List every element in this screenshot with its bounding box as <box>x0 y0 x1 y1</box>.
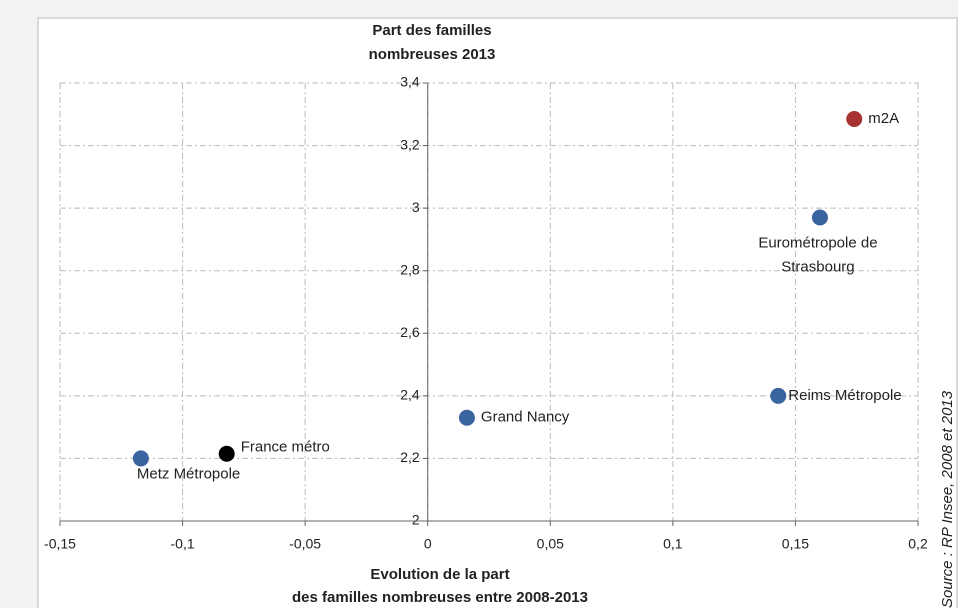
source-note: Source : RP Insee, 2008 et 2013 <box>939 390 956 608</box>
y-axis-title: nombreuses 2013 <box>369 46 496 63</box>
y-tick-label: 2,2 <box>400 449 420 465</box>
y-tick-label: 2 <box>412 512 420 528</box>
point <box>458 409 475 426</box>
y-axis-title: Part des familles <box>372 22 491 39</box>
point <box>770 387 787 404</box>
y-tick-label: 2,8 <box>400 261 420 277</box>
point-label: Reims Métropole <box>788 387 901 404</box>
point <box>132 450 149 467</box>
y-tick-label: 2,4 <box>400 387 420 403</box>
x-tick-label: -0,05 <box>289 536 321 552</box>
x-tick-label: 0,15 <box>782 536 809 552</box>
x-tick-label: -0,1 <box>171 536 195 552</box>
point <box>846 110 863 127</box>
point-label: France métro <box>241 439 330 456</box>
point-label: Metz Métropole <box>137 465 240 482</box>
x-tick-label: 0,05 <box>537 536 564 552</box>
point <box>811 209 828 226</box>
point-label: Strasbourg <box>781 258 854 275</box>
point-label: Eurométropole de <box>758 234 877 251</box>
x-axis-title: Evolution de la part <box>370 566 509 583</box>
x-tick-label: 0 <box>424 536 432 552</box>
x-tick-label: -0,15 <box>44 536 76 552</box>
x-tick-label: 0,2 <box>908 536 928 552</box>
x-tick-label: 0,1 <box>663 536 683 552</box>
chart-area <box>37 17 958 608</box>
y-tick-label: 3,4 <box>400 74 420 90</box>
y-tick-label: 2,6 <box>400 324 420 340</box>
point <box>218 445 235 462</box>
point-label: m2A <box>868 110 899 127</box>
x-axis-title: des familles nombreuses entre 2008-2013 <box>292 589 588 606</box>
y-tick-label: 3,2 <box>400 136 420 152</box>
point-label: Grand Nancy <box>481 409 570 426</box>
y-tick-label: 3 <box>412 199 420 215</box>
